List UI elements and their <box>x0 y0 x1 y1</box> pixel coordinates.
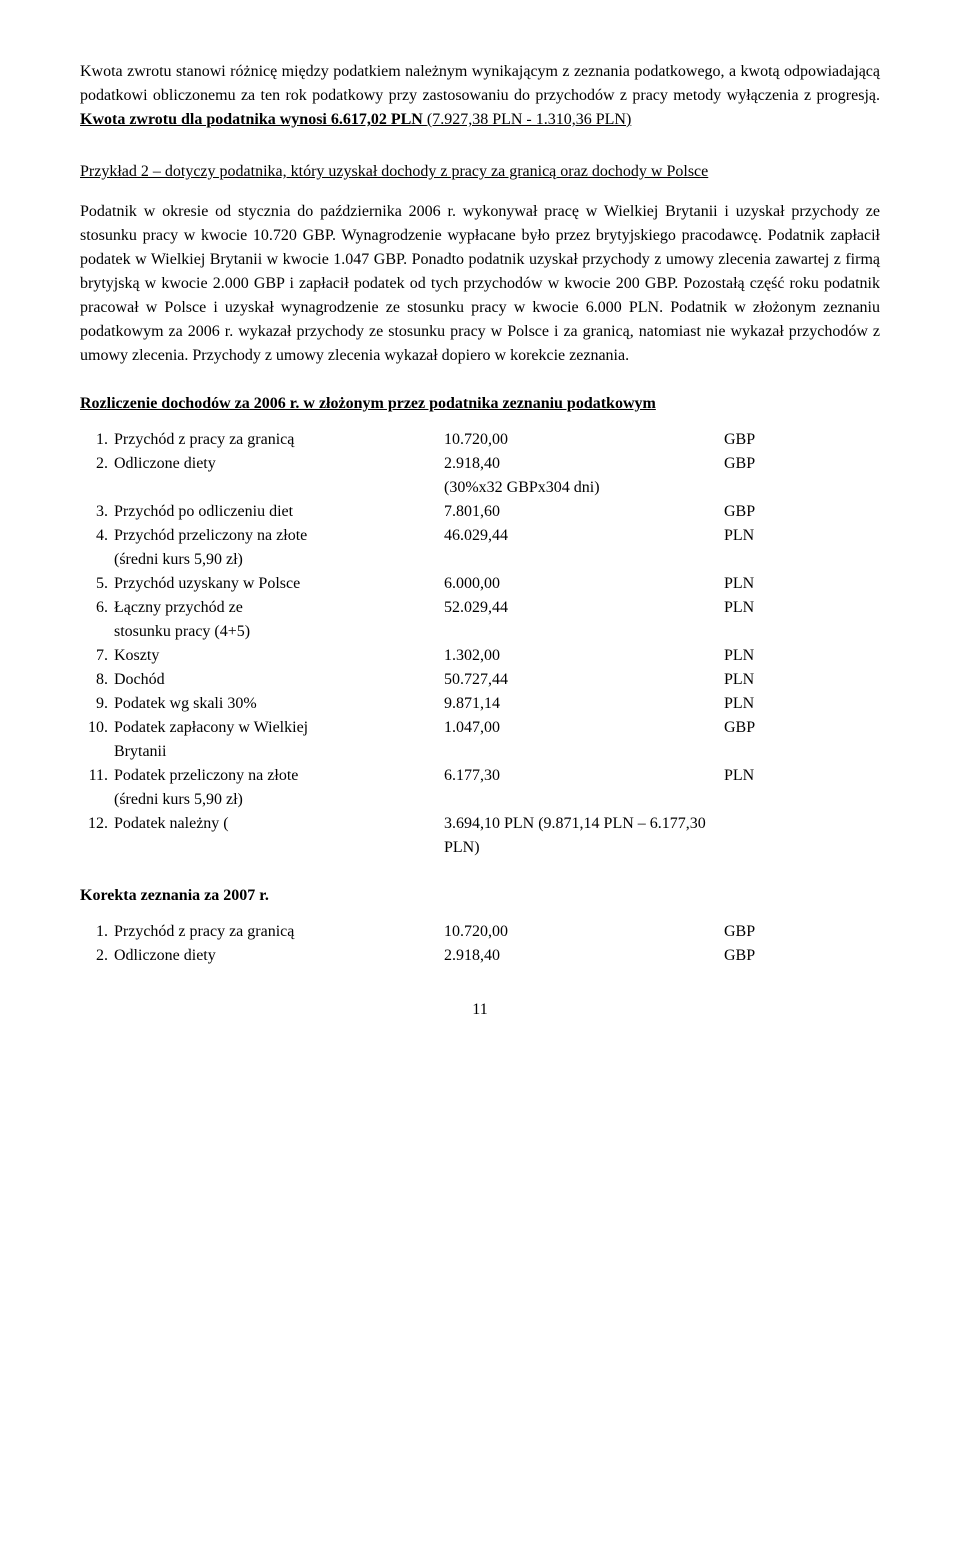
calc-row-number: 9. <box>80 692 114 716</box>
calc-row-value: 9.871,14 <box>444 692 724 716</box>
calc-row-unit: GBP <box>724 428 755 452</box>
calc-row-label: Przychód przeliczony na złote <box>114 524 444 548</box>
calc-row-label: Przychód z pracy za granicą <box>114 920 444 944</box>
calc-row-label: (średni kurs 5,90 zł) <box>114 548 444 572</box>
calc-row-label: Przychód uzyskany w Polsce <box>114 572 444 596</box>
calc-row-label: Brytanii <box>114 740 444 764</box>
calc-row-label: Łączny przychód ze <box>114 596 444 620</box>
section1-list: 1.Przychód z pracy za granicą10.720,00GB… <box>80 428 880 860</box>
calc-row-value: 3.694,10 PLN (9.871,14 PLN – 6.177,30 <box>444 812 724 836</box>
calc-row-number: 11. <box>80 764 114 788</box>
calc-row-unit: PLN <box>724 596 754 620</box>
calc-row: 7.Koszty1.302,00PLN <box>80 644 880 668</box>
calc-row-unit: PLN <box>724 572 754 596</box>
calc-row: 4.Przychód przeliczony na złote46.029,44… <box>80 524 880 548</box>
example2-body: Podatnik w okresie od stycznia do paździ… <box>80 200 880 368</box>
calc-row-unit: GBP <box>724 944 755 968</box>
calc-row-label: Przychód z pracy za granicą <box>114 428 444 452</box>
calc-row-label: Dochód <box>114 668 444 692</box>
calc-row-number: 12. <box>80 812 114 836</box>
intro-text: Kwota zwrotu stanowi różnicę między poda… <box>80 63 880 104</box>
calc-row-number: 10. <box>80 716 114 740</box>
calc-row-value: 7.801,60 <box>444 500 724 524</box>
calc-row-unit: PLN <box>724 668 754 692</box>
calc-row-unit: GBP <box>724 716 755 740</box>
calc-row-value: 2.918,40 <box>444 452 724 476</box>
calc-row-label: stosunku pracy (4+5) <box>114 620 444 644</box>
calc-row: Brytanii <box>80 740 880 764</box>
intro-paragraph: Kwota zwrotu stanowi różnicę między poda… <box>80 60 880 132</box>
calc-row: 5.Przychód uzyskany w Polsce6.000,00PLN <box>80 572 880 596</box>
calc-row: 3.Przychód po odliczeniu diet7.801,60GBP <box>80 500 880 524</box>
calc-row-unit: PLN <box>724 764 754 788</box>
calc-row-number: 4. <box>80 524 114 548</box>
calc-row-number: 1. <box>80 920 114 944</box>
calc-row-label: Podatek przeliczony na złote <box>114 764 444 788</box>
calc-row-value: 50.727,44 <box>444 668 724 692</box>
section2-list: 1.Przychód z pracy za granicą10.720,00GB… <box>80 920 880 968</box>
calc-row-number: 6. <box>80 596 114 620</box>
calc-row-value: 6.177,30 <box>444 764 724 788</box>
calc-row-value: 10.720,00 <box>444 920 724 944</box>
calc-row-number: 1. <box>80 428 114 452</box>
calc-row-value: 46.029,44 <box>444 524 724 548</box>
calc-row-value: 52.029,44 <box>444 596 724 620</box>
calc-row-unit: PLN <box>724 524 754 548</box>
calc-row: 10.Podatek zapłacony w Wielkiej1.047,00G… <box>80 716 880 740</box>
calc-row-label: Przychód po odliczeniu diet <box>114 500 444 524</box>
calc-row-number: 3. <box>80 500 114 524</box>
calc-row-value: 10.720,00 <box>444 428 724 452</box>
calc-row-number: 2. <box>80 452 114 476</box>
section1-title: Rozliczenie dochodów za 2006 r. w złożon… <box>80 392 880 416</box>
calc-row-value: (30%x32 GBPx304 dni) <box>444 476 724 500</box>
calc-row: 2.Odliczone diety2.918,40GBP <box>80 944 880 968</box>
calc-row: stosunku pracy (4+5) <box>80 620 880 644</box>
intro-bold-underline: Kwota zwrotu dla podatnika wynosi 6.617,… <box>80 111 427 128</box>
calc-row-value: 6.000,00 <box>444 572 724 596</box>
calc-row: 1.Przychód z pracy za granicą10.720,00GB… <box>80 920 880 944</box>
calc-row-label: Podatek wg skali 30% <box>114 692 444 716</box>
calc-row: 8.Dochód50.727,44PLN <box>80 668 880 692</box>
calc-row-label: Koszty <box>114 644 444 668</box>
calc-row-number: 7. <box>80 644 114 668</box>
calc-row: PLN) <box>80 836 880 860</box>
calc-row-unit: PLN <box>724 644 754 668</box>
calc-row-label: Podatek zapłacony w Wielkiej <box>114 716 444 740</box>
calc-row-unit: GBP <box>724 920 755 944</box>
calc-row-value: 1.047,00 <box>444 716 724 740</box>
page-number: 11 <box>80 998 880 1022</box>
calc-row: 2.Odliczone diety2.918,40GBP <box>80 452 880 476</box>
calc-row: 11.Podatek przeliczony na złote6.177,30P… <box>80 764 880 788</box>
calc-row-label: Podatek należny ( <box>114 812 444 836</box>
calc-row-number: 8. <box>80 668 114 692</box>
calc-row: (średni kurs 5,90 zł) <box>80 548 880 572</box>
calc-row: 12.Podatek należny (3.694,10 PLN (9.871,… <box>80 812 880 836</box>
calc-row: (30%x32 GBPx304 dni) <box>80 476 880 500</box>
calc-row-value: PLN) <box>444 836 724 860</box>
calc-row-number: 2. <box>80 944 114 968</box>
calc-row: 9.Podatek wg skali 30%9.871,14PLN <box>80 692 880 716</box>
calc-row-unit: GBP <box>724 500 755 524</box>
calc-row-label: Odliczone diety <box>114 944 444 968</box>
calc-row: (średni kurs 5,90 zł) <box>80 788 880 812</box>
calc-row-value: 1.302,00 <box>444 644 724 668</box>
calc-row-value: 2.918,40 <box>444 944 724 968</box>
example2-heading: Przykład 2 – dotyczy podatnika, który uz… <box>80 160 880 184</box>
calc-row-unit: PLN <box>724 692 754 716</box>
calc-row-unit: GBP <box>724 452 755 476</box>
calc-row-label: (średni kurs 5,90 zł) <box>114 788 444 812</box>
calc-row-number: 5. <box>80 572 114 596</box>
calc-row: 6.Łączny przychód ze52.029,44PLN <box>80 596 880 620</box>
calc-row: 1.Przychód z pracy za granicą10.720,00GB… <box>80 428 880 452</box>
section2-title: Korekta zeznania za 2007 r. <box>80 884 880 908</box>
calc-row-label: Odliczone diety <box>114 452 444 476</box>
intro-underline-tail: (7.927,38 PLN - 1.310,36 PLN) <box>427 111 631 128</box>
